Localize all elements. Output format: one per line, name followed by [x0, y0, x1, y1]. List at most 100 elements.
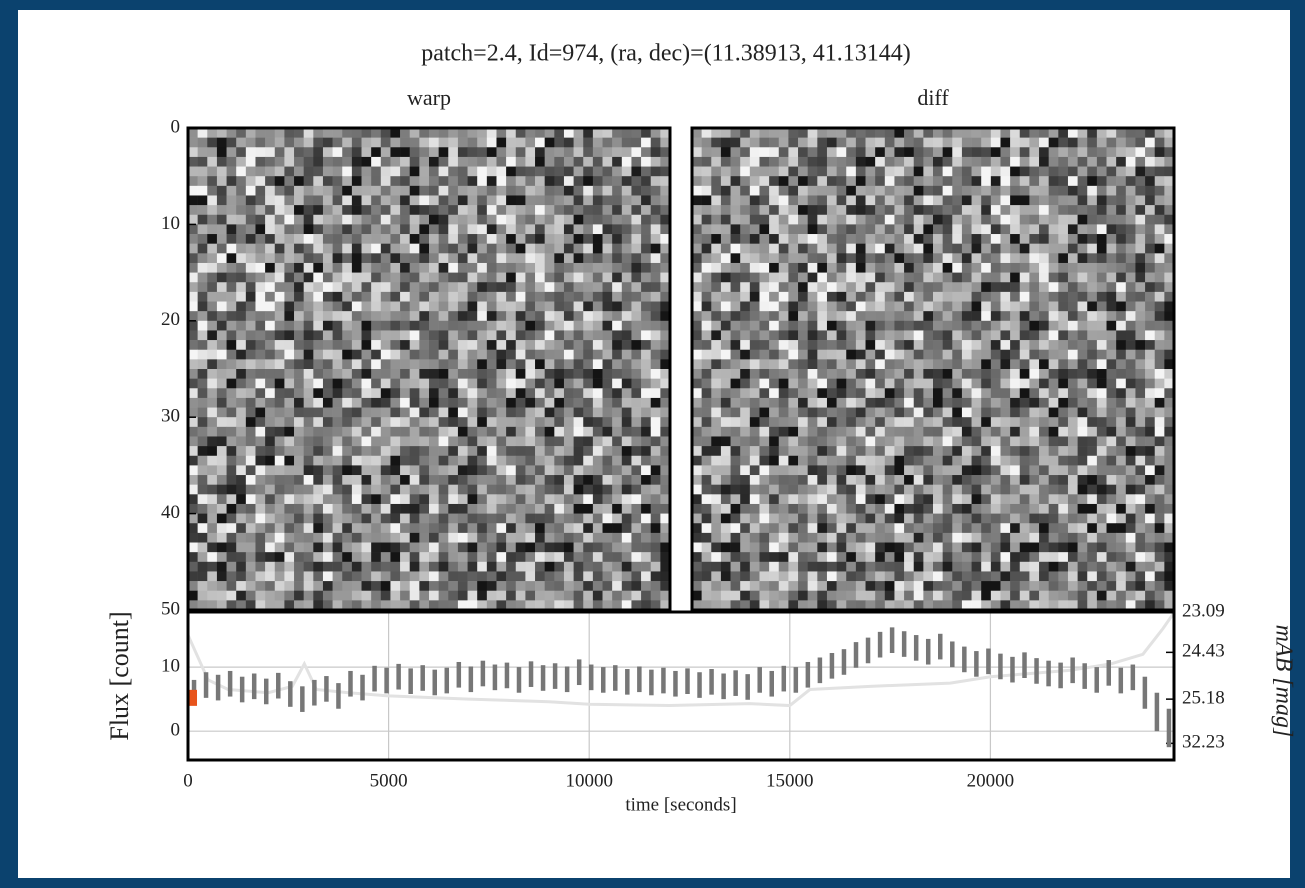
pixel [603, 456, 613, 466]
pixel [275, 167, 285, 177]
pixel [875, 485, 885, 495]
pixel [593, 157, 603, 167]
pixel [323, 562, 333, 572]
pixel [207, 157, 217, 167]
pixel [1010, 571, 1020, 581]
pixel [740, 591, 750, 601]
pixel [972, 369, 982, 379]
pixel [323, 302, 333, 312]
pixel [894, 446, 904, 456]
pixel [981, 369, 991, 379]
pixel [1068, 543, 1078, 553]
pixel [198, 379, 208, 389]
pixel [477, 398, 487, 408]
pixel [914, 514, 924, 524]
pixel [506, 205, 516, 215]
pixel [721, 157, 731, 167]
pixel [1010, 591, 1020, 601]
pixel [1020, 591, 1030, 601]
pixel [1116, 417, 1126, 427]
pixel [894, 244, 904, 254]
pixel [419, 514, 429, 524]
pixel [612, 475, 622, 485]
pixel [759, 167, 769, 177]
pixel [487, 224, 497, 234]
pixel [866, 523, 876, 533]
pixel [294, 504, 304, 514]
pixel [923, 552, 933, 562]
pixel [1116, 465, 1126, 475]
pixel [972, 581, 982, 591]
pixel [448, 195, 458, 205]
pixel [468, 215, 478, 225]
pixel [1107, 562, 1117, 572]
pixel [641, 244, 651, 254]
pixel [217, 562, 227, 572]
pixel [914, 379, 924, 389]
pixel [381, 436, 391, 446]
pixel [410, 485, 420, 495]
pixel [294, 302, 304, 312]
pixel [255, 398, 265, 408]
pixel [1010, 263, 1020, 273]
pixel [323, 465, 333, 475]
pixel [962, 379, 972, 389]
pixel [217, 446, 227, 456]
pixel [246, 446, 256, 456]
pixel [721, 195, 731, 205]
pixel [207, 147, 217, 157]
pixel [788, 167, 798, 177]
pixel [554, 494, 564, 504]
pixel [1068, 359, 1078, 369]
pixel [651, 359, 661, 369]
pixel [284, 215, 294, 225]
pixel [294, 388, 304, 398]
pixel [631, 186, 641, 196]
pixel [952, 273, 962, 283]
pixel [943, 388, 953, 398]
pixel [641, 562, 651, 572]
pixel [856, 465, 866, 475]
pixel [779, 543, 789, 553]
pixel [545, 282, 555, 292]
pixel [1068, 485, 1078, 495]
pixel [198, 552, 208, 562]
pixel [574, 205, 584, 215]
pixel [448, 263, 458, 273]
pixel [487, 504, 497, 514]
pixel [702, 408, 712, 418]
pixel [333, 562, 343, 572]
pixel [227, 263, 237, 273]
pixel [1126, 138, 1136, 148]
pixel [603, 205, 613, 215]
pixel [991, 494, 1001, 504]
pixel [217, 552, 227, 562]
pixel [487, 465, 497, 475]
pixel [1020, 581, 1030, 591]
pixel [981, 273, 991, 283]
pixel [255, 504, 265, 514]
pixel [458, 543, 468, 553]
pixel [622, 456, 632, 466]
pixel [381, 504, 391, 514]
pixel [914, 224, 924, 234]
pixel [769, 176, 779, 186]
pixel [362, 157, 372, 167]
pixel [788, 514, 798, 524]
pixel [1107, 571, 1117, 581]
pixel [1155, 273, 1165, 283]
pixel [721, 398, 731, 408]
pixel [750, 533, 760, 543]
pixel [227, 253, 237, 263]
pixel [506, 157, 516, 167]
pixel [827, 138, 837, 148]
pixel [583, 321, 593, 331]
pixel [477, 157, 487, 167]
pixel [827, 359, 837, 369]
pixel [468, 379, 478, 389]
pixel [991, 379, 1001, 389]
pixel [798, 321, 808, 331]
pixel [1049, 186, 1059, 196]
pixel [817, 321, 827, 331]
pixel [817, 417, 827, 427]
